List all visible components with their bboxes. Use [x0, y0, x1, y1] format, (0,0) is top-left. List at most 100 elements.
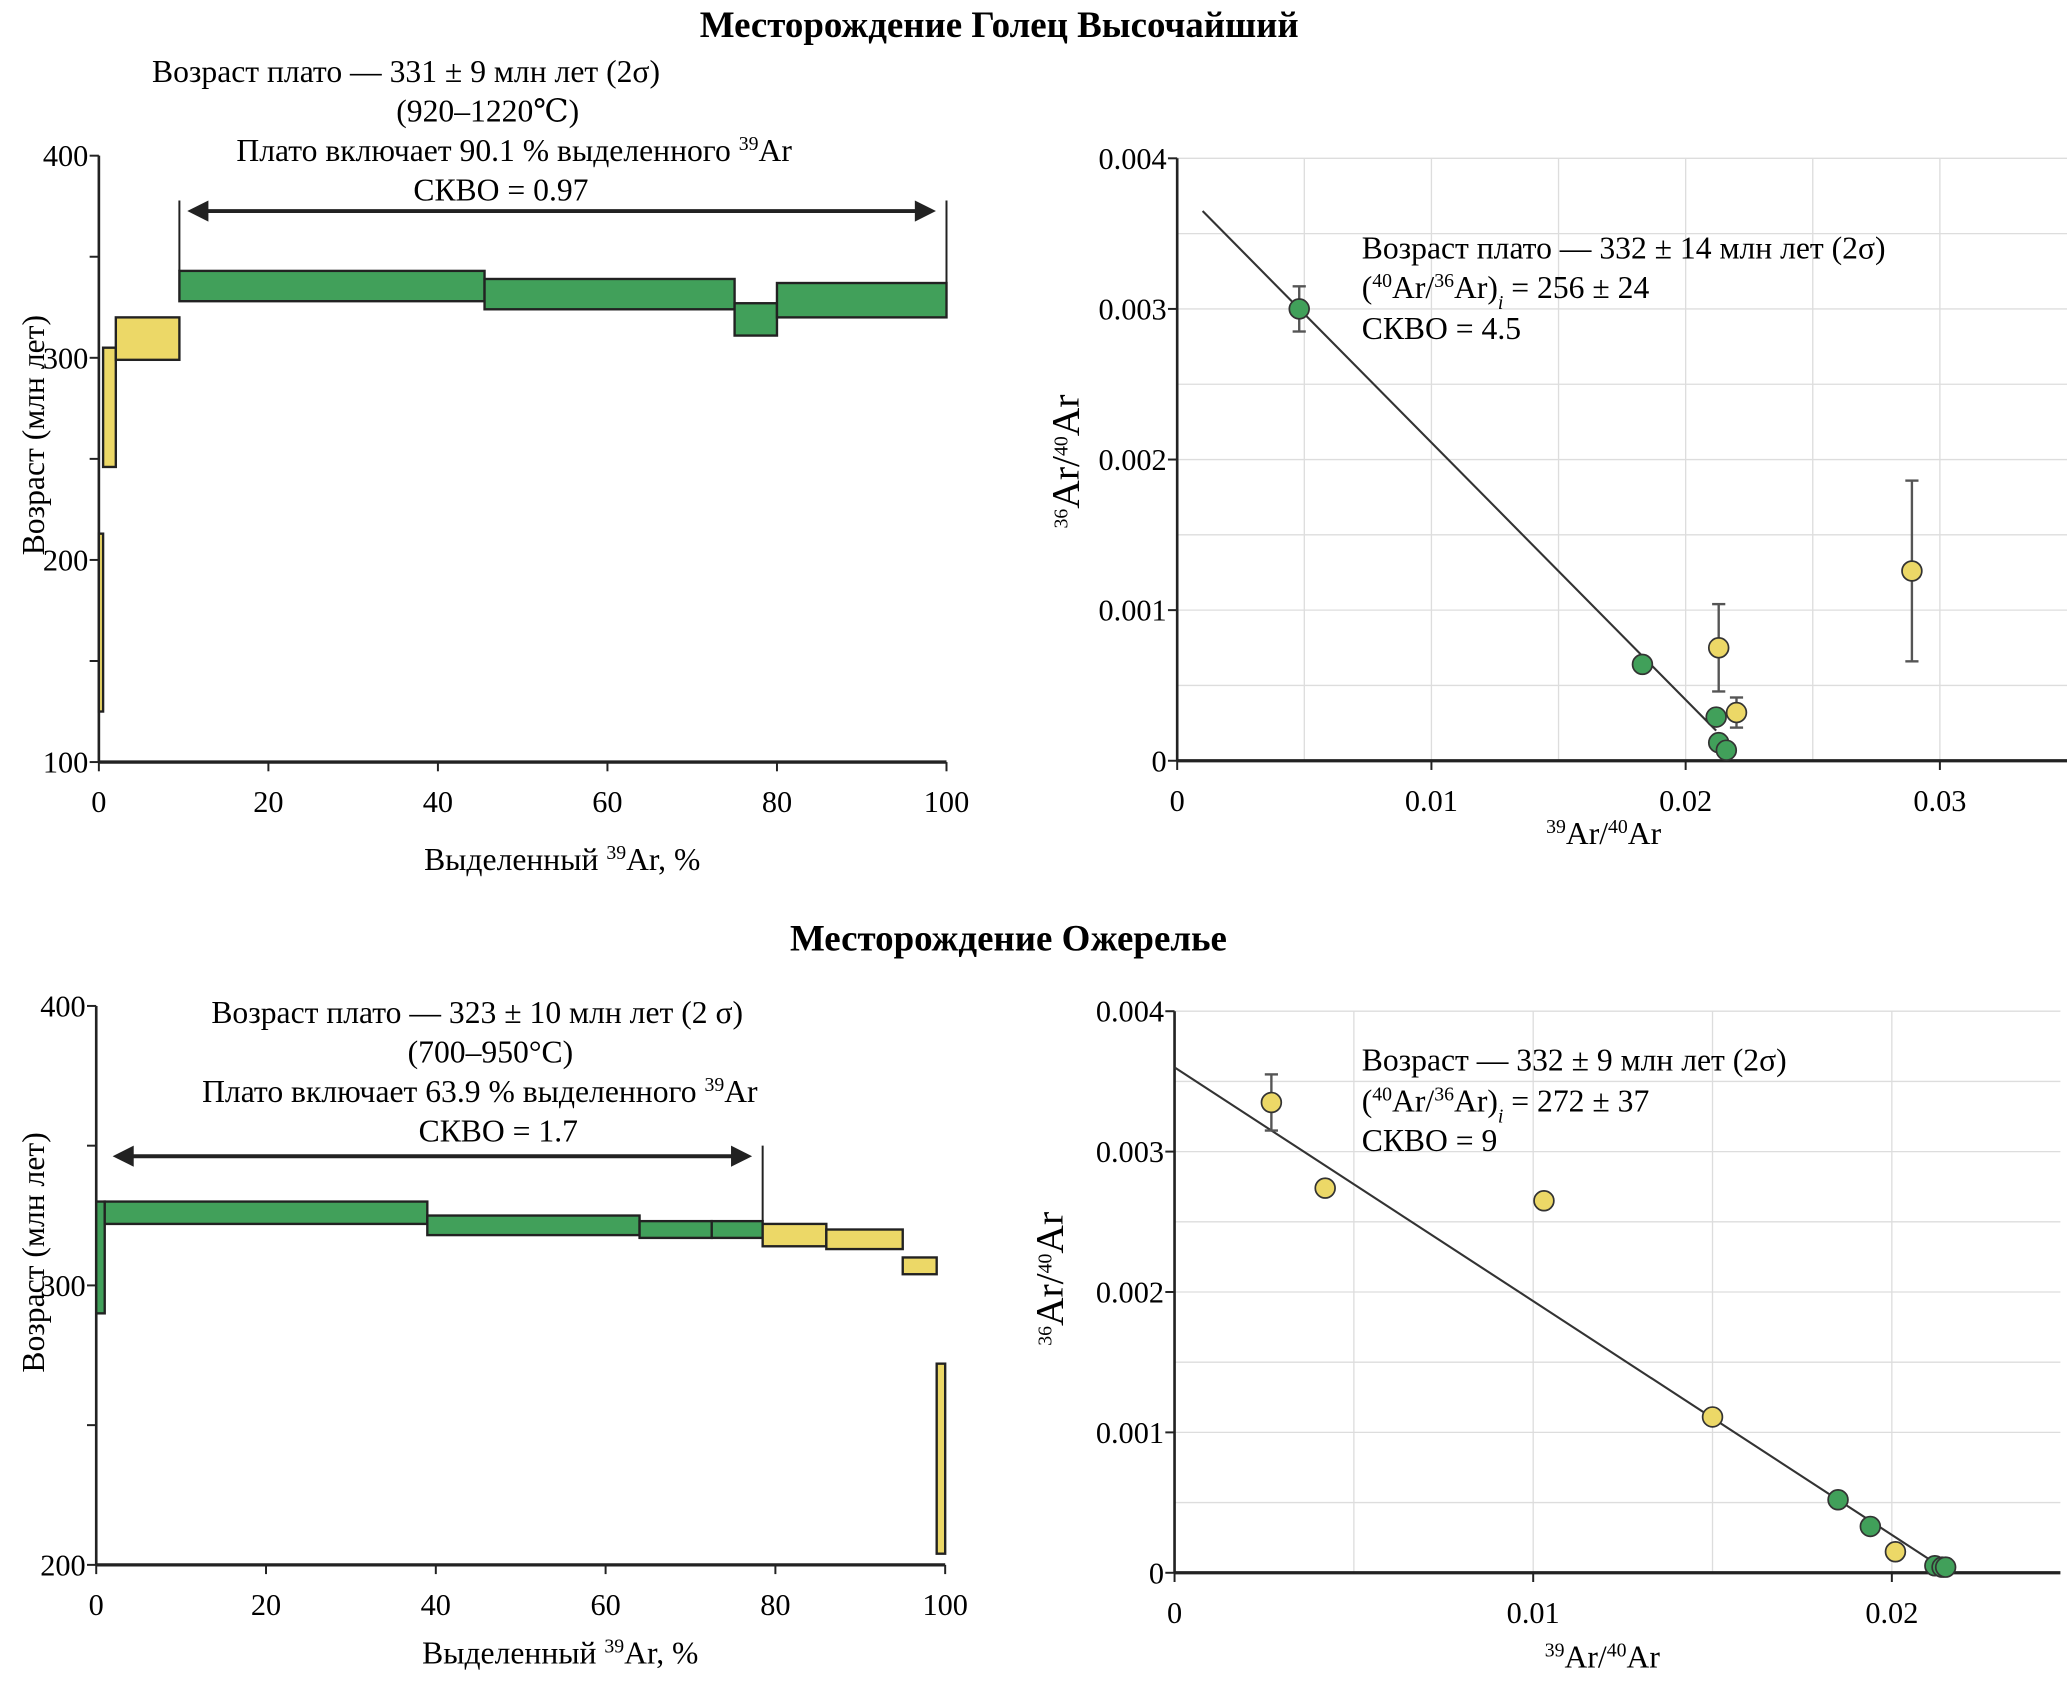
text-part: (: [1362, 270, 1373, 305]
plateau-point: [1715, 739, 1738, 761]
x-tick-label: 0: [89, 1588, 104, 1622]
text-part: Ar/: [1028, 1273, 1072, 1326]
x-tick-label: 20: [253, 785, 283, 819]
x-tick-label: 0.03: [1913, 784, 1966, 818]
y-tick-label: 0: [1151, 744, 1166, 778]
excluded-step: [825, 1228, 904, 1251]
plateau-step: [775, 281, 948, 319]
annotation-temperature-range: (700–950°C): [408, 1035, 574, 1070]
y-axis-label: Возраст (млн лет): [16, 315, 51, 555]
y-tick-label: 300: [40, 1269, 85, 1303]
arrow-right-head: [914, 200, 936, 222]
excluded-step: [101, 346, 118, 469]
superscript: 39: [739, 133, 759, 155]
excluded-point: [1901, 560, 1923, 582]
text-part: Ar: [1028, 1212, 1072, 1254]
x-tick-label: 0.02: [1865, 1596, 1918, 1630]
annotation-plateau-age: Возраст плато — 323 ± 10 млн лет (2 σ): [211, 995, 743, 1030]
y-axis-label: Возраст (млн лет): [16, 1132, 51, 1372]
text-part: Выделенный: [422, 1636, 604, 1671]
superscript: 40: [1372, 270, 1392, 292]
excluded-step: [935, 1362, 947, 1555]
excluded-point: [1707, 637, 1730, 659]
plateau-step: [95, 1200, 106, 1315]
isochron-fit-line: [1173, 1066, 1947, 1571]
y-tick-label: 400: [40, 989, 85, 1023]
y-tick-label: 0.004: [1096, 995, 1164, 1029]
x-tick-label: 0: [91, 785, 106, 819]
isochron-golets: 0 0.001 0.002 0.003 0.004 0 0.01 0.02 0.03 Возрас…: [1043, 142, 2067, 851]
superscript: 40: [1608, 816, 1628, 838]
x-tick-label: 60: [590, 1588, 620, 1622]
title-ozherelye: Месторождение Ожерелье: [790, 918, 1227, 959]
age-spectrum-golets: 100 200 300 400 0 20 40 60 80 100 Возраст плато — …: [16, 54, 969, 877]
text-part: Ar/: [1392, 1083, 1434, 1118]
text-part: = 272 ± 37: [1503, 1083, 1649, 1118]
text-part: Ar, %: [626, 842, 700, 877]
superscript: 36: [1035, 1326, 1057, 1346]
x-tick-label: 100: [924, 785, 969, 819]
superscript: 39: [1546, 816, 1566, 838]
x-tick-label: 40: [423, 785, 453, 819]
y-axis-label: 36Ar/40Ar: [1043, 395, 1087, 529]
text-part: Ar: [1626, 1640, 1660, 1675]
annotation-mswd: СКВО = 9: [1362, 1123, 1498, 1158]
plateau-step: [710, 1219, 764, 1240]
annotation-plateau-age: Возраст плато — 331 ± 9 млн лет (2σ): [152, 54, 660, 89]
annotation-initial-ratio: (40Ar/36Ar)i = 272 ± 37: [1362, 1083, 1650, 1127]
y-tick-label: 200: [40, 1548, 85, 1582]
x-tick-label: 80: [760, 1588, 790, 1622]
arrow-left-head: [187, 200, 209, 222]
superscript: 36: [1434, 270, 1454, 292]
text-part: Ar/: [1043, 456, 1087, 509]
superscript: 40: [1607, 1640, 1627, 1662]
plateau-point: [1859, 1515, 1882, 1538]
age-spectrum-ozherelye: 200 300 400 0 20 40 60 80 100 Возраст плато — 323…: [16, 989, 968, 1670]
annotation-age: Возраст плато — 332 ± 14 млн лет (2σ): [1362, 230, 1886, 265]
x-axis-label: 39Ar/40Ar: [1546, 816, 1662, 851]
x-tick-label: 0.01: [1507, 1596, 1560, 1630]
arrow-left-head: [112, 1145, 134, 1167]
plateau-step: [426, 1214, 641, 1237]
x-tick-label: 0: [1170, 784, 1185, 818]
annotation-plateau-fraction: Плато включает 63.9 % выделенного 39Ar: [202, 1074, 758, 1109]
text-part: = 256 ± 24: [1503, 270, 1649, 305]
y-tick-label: 0.003: [1098, 292, 1166, 326]
y-tick-label: 300: [43, 341, 88, 375]
plateau-step: [733, 302, 779, 337]
superscript: 40: [1372, 1083, 1392, 1105]
annotation-temperature-range: (920–1220℃): [396, 93, 579, 128]
annotation-plateau-fraction: Плато включает 90.1 % выделенного 39Ar: [236, 133, 792, 168]
plateau-point: [1705, 706, 1727, 728]
excluded-step: [901, 1256, 938, 1276]
y-tick-label: 0.003: [1096, 1135, 1164, 1169]
text-part: i: [1498, 1105, 1504, 1127]
x-tick-label: 80: [762, 785, 792, 819]
title-golets: Месторождение Голец Высочайший: [700, 4, 1299, 45]
text-part: Ar): [1454, 1083, 1498, 1118]
plateau-point: [1631, 653, 1654, 676]
y-tick-label: 0: [1149, 1556, 1164, 1590]
annotation-age: Возраст — 332 ± 9 млн лет (2σ): [1362, 1043, 1787, 1078]
x-tick-label: 20: [251, 1588, 281, 1622]
y-tick-label: 0.002: [1096, 1276, 1164, 1310]
superscript: 36: [1434, 1083, 1454, 1105]
x-tick-label: 0.01: [1405, 784, 1458, 818]
plateau-step: [103, 1200, 429, 1226]
annotation-mswd: СКВО = 0.97: [413, 172, 588, 207]
annotation-mswd: СКВО = 4.5: [1362, 311, 1521, 346]
x-tick-label: 100: [922, 1588, 967, 1622]
text-part: Ar/: [1392, 270, 1434, 305]
excluded-step: [761, 1222, 828, 1248]
x-axis-label: Выделенный 39Ar, %: [424, 842, 700, 877]
excluded-point: [1314, 1177, 1336, 1199]
excluded-step: [97, 532, 105, 713]
excluded-step: [114, 316, 181, 362]
text-part: Ar, %: [624, 1636, 698, 1671]
y-tick-label: 0.001: [1098, 594, 1166, 628]
plateau-point: [1827, 1489, 1849, 1511]
superscript: 39: [606, 842, 626, 864]
superscript: 39: [604, 1636, 624, 1658]
y-tick-label: 200: [43, 543, 88, 577]
isochron-ozherelye: 0 0.001 0.002 0.003 0.004 0 0.01 0.02 Возраст — …: [1028, 995, 2061, 1675]
